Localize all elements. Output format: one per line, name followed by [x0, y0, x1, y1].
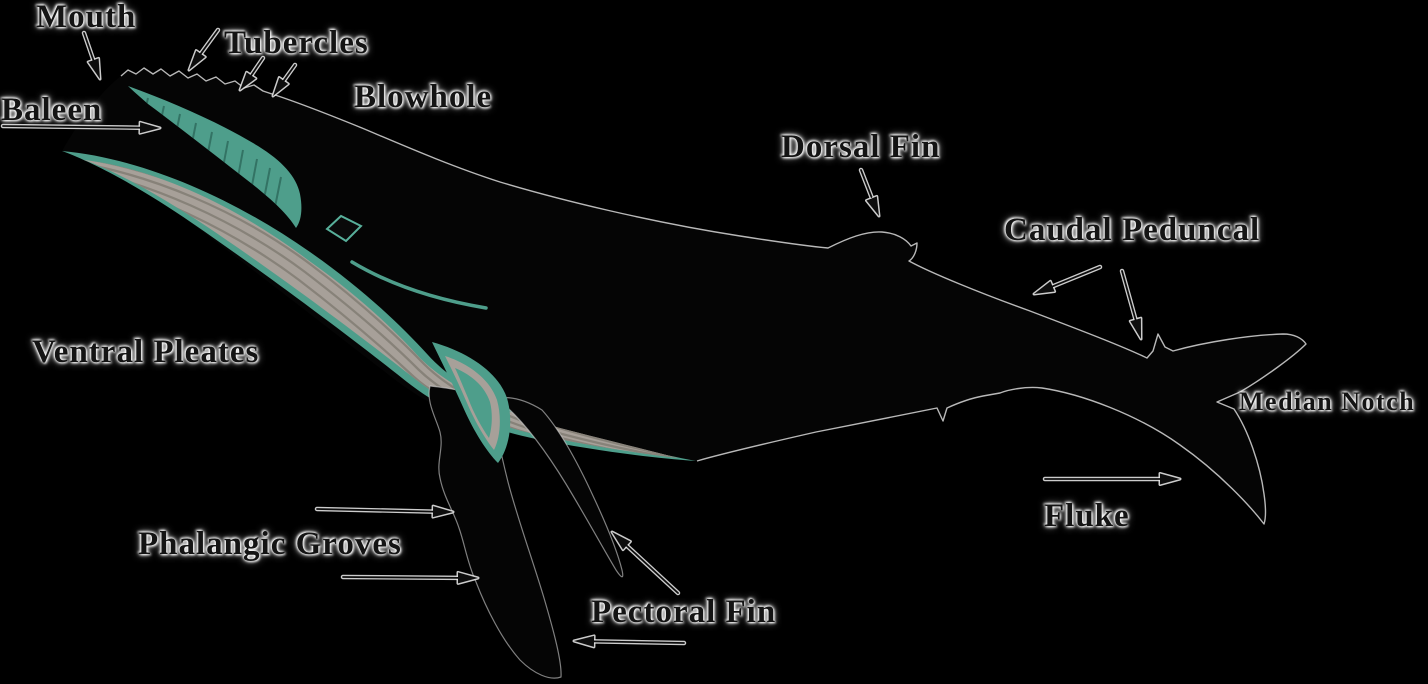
caudal-peduncal-arrow-2 [1119, 268, 1143, 341]
label-caudal-peduncal: Caudal Peduncal [1004, 212, 1261, 248]
label-ventral-pleates: Ventral Pleates [32, 334, 260, 370]
whale-outline [120, 67, 1307, 525]
phalangic-groves-arrow-2 [340, 570, 480, 585]
label-fluke: Fluke [1044, 498, 1130, 534]
label-pectoral-fin: Pectoral Fin [591, 594, 777, 630]
tubercles-arrow-3 [271, 62, 298, 98]
label-blowhole: Blowhole [354, 79, 493, 115]
caudal-peduncal-arrow-1 [1032, 264, 1103, 296]
pectoral-fin-far [495, 396, 624, 578]
pectoral-fin-arrow-2 [572, 634, 687, 649]
pectoral-fin-arrow-1 [610, 530, 681, 596]
tubercles-arrow-1 [187, 27, 221, 72]
label-median-notch: Median Notch [1239, 387, 1416, 416]
tubercles-arrow-2 [238, 55, 266, 92]
label-tubercles: Tubercles [224, 25, 369, 61]
flipper-base-patch [432, 342, 511, 463]
whale-body [62, 68, 1306, 524]
fluke-arrow [1042, 472, 1182, 486]
mouth-line [350, 260, 488, 310]
label-baleen: Baleen [1, 92, 103, 128]
ventral-pleats-band [84, 160, 678, 458]
baleen-plate [128, 86, 302, 228]
phalangic-groves-arrow-1 [314, 504, 455, 519]
baleen-arrow [0, 120, 162, 135]
label-dorsal-fin: Dorsal Fin [781, 129, 941, 165]
dorsal-fin-arrow [858, 167, 881, 218]
label-phalangic-groves: Phalangic Groves [138, 526, 402, 562]
eye [325, 214, 363, 243]
mouth-arrow [81, 30, 102, 81]
label-mouth: Mouth [36, 0, 137, 35]
